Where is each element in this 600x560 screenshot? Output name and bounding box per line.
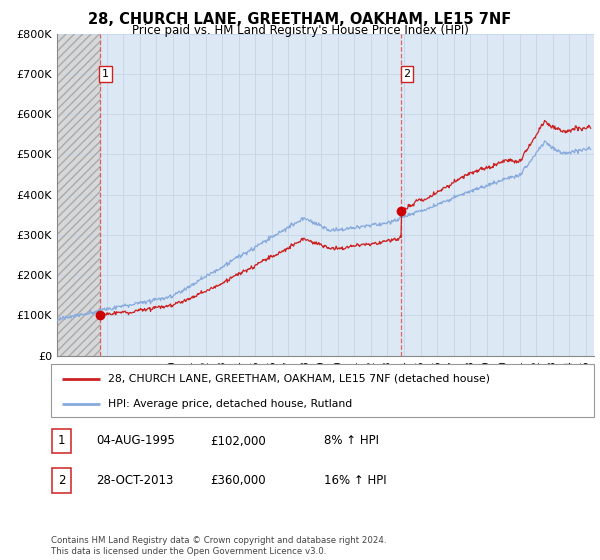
28, CHURCH LANE, GREETHAM, OAKHAM, LE15 7NF (detached house) — [124, 309, 131, 316]
HPI: Average price, detached house, Rutland: (2.01e+03, 3.23e+05): Average price, detached house, Rutland: … — [364, 222, 371, 229]
Text: 16% ↑ HPI: 16% ↑ HPI — [324, 474, 386, 487]
Text: 1: 1 — [58, 435, 65, 447]
FancyBboxPatch shape — [51, 364, 594, 417]
Bar — [57, 34, 100, 356]
HPI: Average price, detached house, Rutland: (2.01e+03, 3.25e+05): Average price, detached house, Rutland: … — [378, 222, 385, 228]
28, CHURCH LANE, GREETHAM, OAKHAM, LE15 7NF (detached house) — [97, 312, 104, 319]
Text: £102,000: £102,000 — [210, 435, 266, 447]
Text: 1: 1 — [102, 69, 109, 79]
HPI: Average price, detached house, Rutland: (2e+03, 1.13e+05): Average price, detached house, Rutland: … — [87, 307, 94, 314]
Text: HPI: Average price, detached house, Rutland: HPI: Average price, detached house, Rutl… — [108, 399, 352, 409]
Text: 2: 2 — [58, 474, 65, 487]
Text: 28, CHURCH LANE, GREETHAM, OAKHAM, LE15 7NF (detached house): 28, CHURCH LANE, GREETHAM, OAKHAM, LE15 … — [108, 374, 490, 384]
Line: HPI: Average price, detached house, Rutland: HPI: Average price, detached house, Rutl… — [57, 141, 590, 321]
HPI: Average price, detached house, Rutland: (2.02e+03, 5.33e+05): Average price, detached house, Rutland: … — [541, 138, 548, 144]
HPI: Average price, detached house, Rutland: (1.99e+03, 8.97e+04): Average price, detached house, Rutland: … — [53, 316, 61, 323]
Text: 28-OCT-2013: 28-OCT-2013 — [96, 474, 173, 487]
HPI: Average price, detached house, Rutland: (2.02e+03, 4.48e+05): Average price, detached house, Rutland: … — [514, 172, 521, 179]
Bar — [57, 34, 100, 356]
FancyBboxPatch shape — [52, 468, 71, 493]
HPI: Average price, detached house, Rutland: (2.03e+03, 5.12e+05): Average price, detached house, Rutland: … — [587, 146, 594, 153]
HPI: Average price, detached house, Rutland: (2.02e+03, 4e+05): Average price, detached house, Rutland: … — [459, 192, 466, 198]
Text: £360,000: £360,000 — [210, 474, 266, 487]
28, CHURCH LANE, GREETHAM, OAKHAM, LE15 7NF (detached house) — [437, 187, 444, 194]
28, CHURCH LANE, GREETHAM, OAKHAM, LE15 7NF (detached house) — [587, 125, 594, 132]
Text: 2: 2 — [403, 69, 410, 79]
28, CHURCH LANE, GREETHAM, OAKHAM, LE15 7NF (detached house) — [146, 305, 153, 312]
FancyBboxPatch shape — [52, 429, 71, 454]
Text: Price paid vs. HM Land Registry's House Price Index (HPI): Price paid vs. HM Land Registry's House … — [131, 24, 469, 36]
Line: 28, CHURCH LANE, GREETHAM, OAKHAM, LE15 7NF (detached house): 28, CHURCH LANE, GREETHAM, OAKHAM, LE15 … — [100, 120, 590, 316]
Text: Contains HM Land Registry data © Crown copyright and database right 2024.
This d: Contains HM Land Registry data © Crown c… — [51, 536, 386, 556]
28, CHURCH LANE, GREETHAM, OAKHAM, LE15 7NF (detached house) — [541, 117, 548, 124]
28, CHURCH LANE, GREETHAM, OAKHAM, LE15 7NF (detached house) — [271, 253, 278, 260]
Text: 04-AUG-1995: 04-AUG-1995 — [96, 435, 175, 447]
Text: 28, CHURCH LANE, GREETHAM, OAKHAM, LE15 7NF: 28, CHURCH LANE, GREETHAM, OAKHAM, LE15 … — [88, 12, 512, 27]
28, CHURCH LANE, GREETHAM, OAKHAM, LE15 7NF (detached house) — [145, 305, 152, 311]
HPI: Average price, detached house, Rutland: (1.99e+03, 8.55e+04): Average price, detached house, Rutland: … — [54, 318, 61, 325]
Text: 8% ↑ HPI: 8% ↑ HPI — [324, 435, 379, 447]
28, CHURCH LANE, GREETHAM, OAKHAM, LE15 7NF (detached house) — [164, 302, 172, 309]
HPI: Average price, detached house, Rutland: (2.01e+03, 3.39e+05): Average price, detached house, Rutland: … — [394, 216, 401, 222]
28, CHURCH LANE, GREETHAM, OAKHAM, LE15 7NF (detached house) — [96, 311, 103, 318]
